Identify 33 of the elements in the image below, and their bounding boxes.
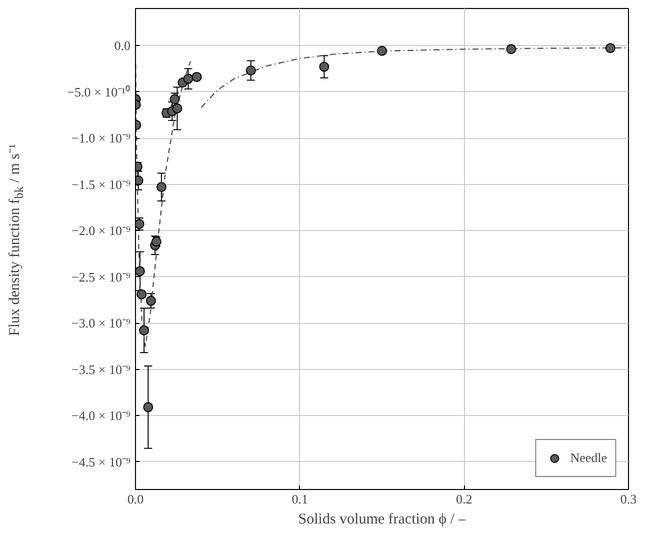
x-tick-label: 0.0 (127, 492, 144, 506)
y-tick-label: −4.0 × 10⁻⁹ (72, 408, 131, 423)
x-tick-label: 0.1 (292, 492, 308, 506)
legend-label: Needle (570, 450, 607, 466)
y-tick-label: −2.5 × 10⁻⁹ (72, 269, 131, 284)
point (192, 72, 202, 82)
point (319, 62, 330, 72)
point (377, 46, 387, 56)
point (136, 219, 144, 230)
point (139, 325, 150, 336)
point (146, 296, 156, 306)
x-axis-title: Solids volume fraction ϕ / – (298, 512, 466, 528)
y-tick-label: −3.0 × 10⁻⁹ (72, 316, 131, 330)
point (172, 103, 182, 114)
point (506, 44, 516, 54)
point (605, 43, 616, 54)
y-tick-label: −2.0 × 10⁻⁹ (72, 223, 131, 238)
y-tick-label: −1.0 × 10⁻⁹ (72, 130, 131, 146)
point (183, 74, 194, 84)
line-series (136, 60, 192, 347)
y-tick-label: 0.0 (114, 38, 130, 53)
y-tick-label: −1.5 × 10⁻⁹ (72, 176, 131, 192)
y-tick-label: −5.0 × 10⁻¹⁰ (67, 84, 130, 100)
point (156, 182, 166, 192)
line-series (200, 47, 628, 108)
point (246, 65, 256, 76)
x-tick-label: 0.3 (620, 492, 637, 506)
point (143, 402, 154, 412)
point (136, 289, 147, 300)
y-tick-label: −3.5 × 10⁻⁹ (72, 362, 131, 377)
x-tick-label: 0.2 (456, 492, 472, 506)
point (136, 266, 145, 276)
y-tick-label: −4.5 × 10⁻⁹ (72, 454, 131, 470)
